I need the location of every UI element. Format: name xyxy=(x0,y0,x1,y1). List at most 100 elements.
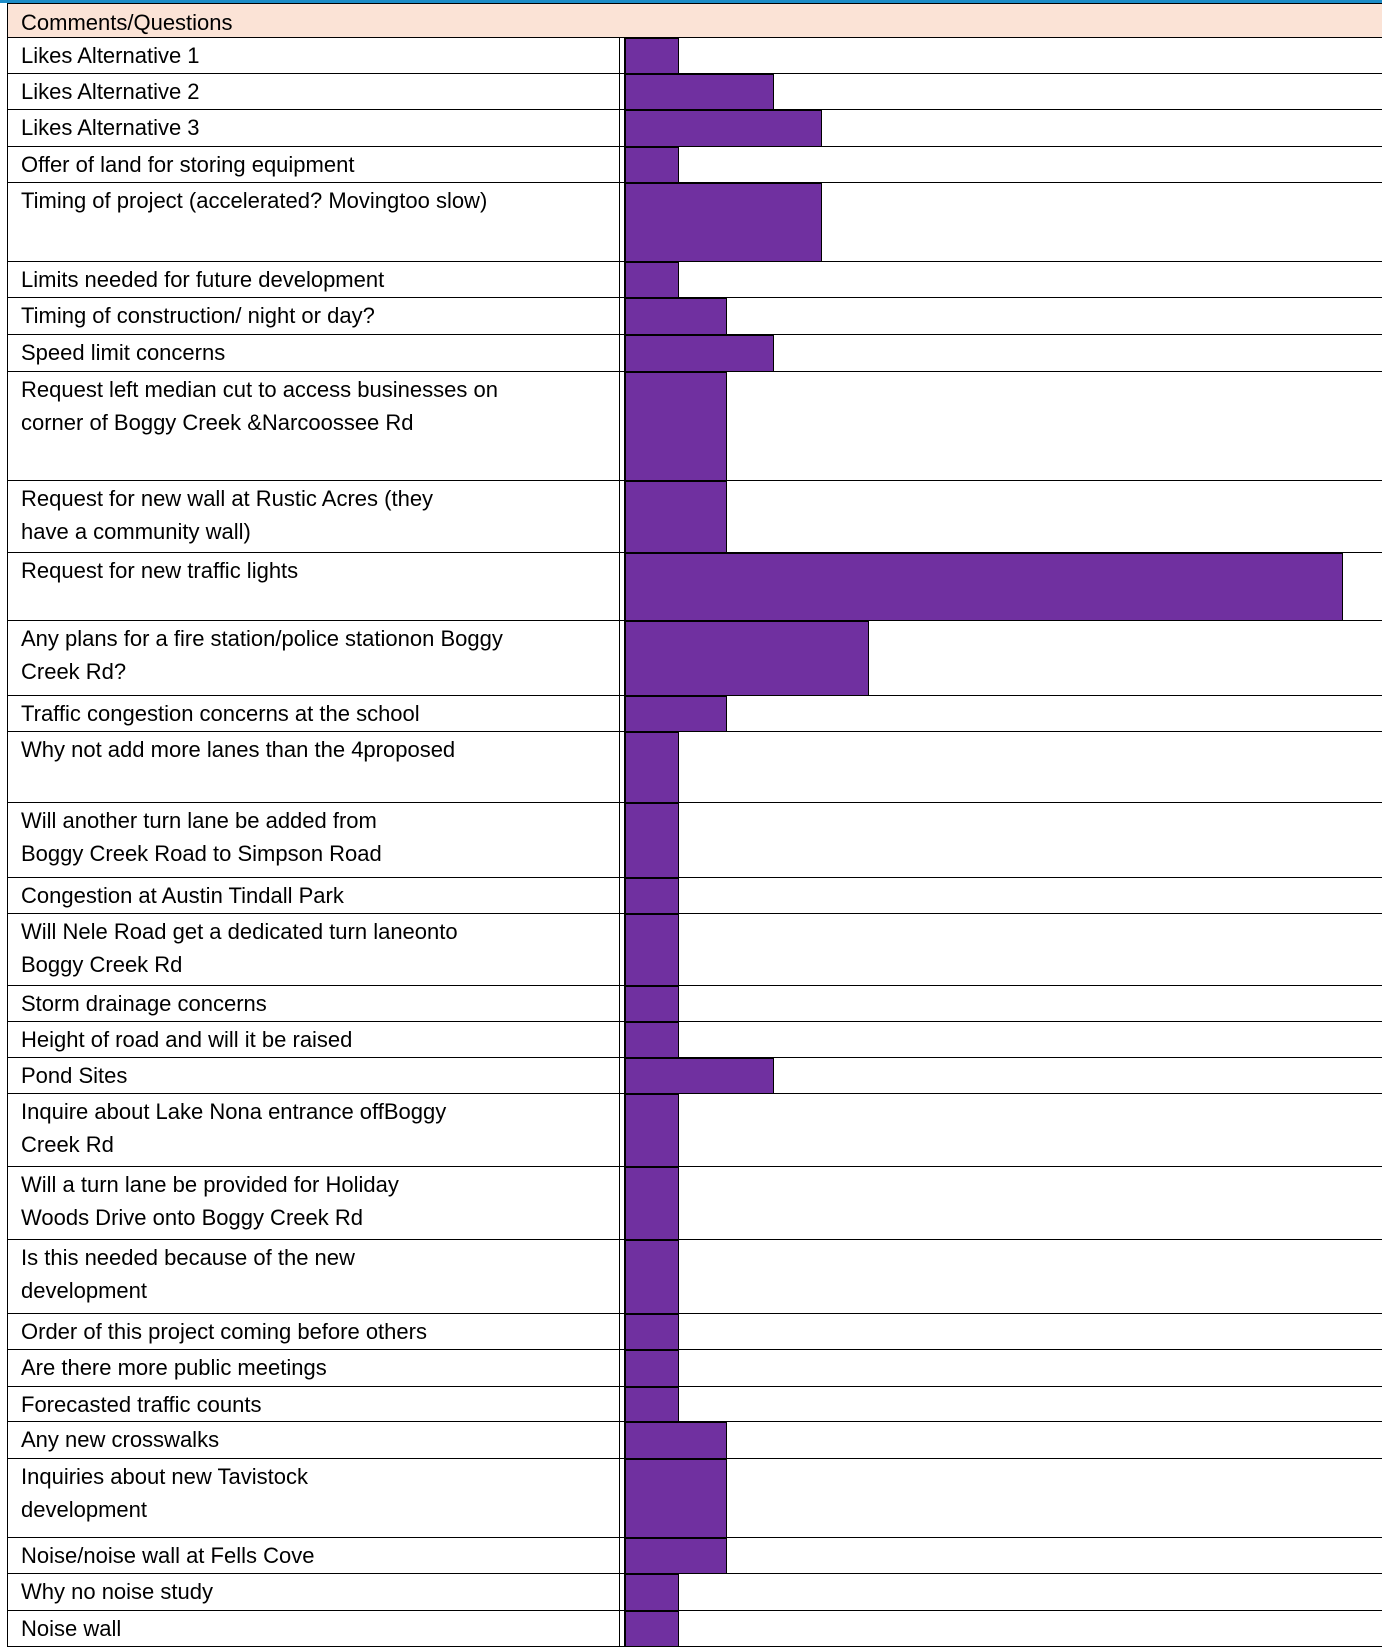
bar xyxy=(625,878,680,914)
column-separator xyxy=(624,1422,625,1459)
category-label: Will a turn lane be provided for Holiday… xyxy=(21,1172,399,1230)
table-row: Request left median cut to access busine… xyxy=(7,372,1382,481)
column-separator xyxy=(624,147,625,183)
bar xyxy=(625,110,822,147)
category-label: Likes Alternative 1 xyxy=(21,43,200,68)
bar xyxy=(625,147,680,183)
column-separator xyxy=(619,986,620,1022)
column-separator xyxy=(619,335,620,372)
row-divider xyxy=(8,1421,1382,1422)
column-separator xyxy=(624,183,625,262)
column-separator xyxy=(619,1094,620,1167)
bar xyxy=(625,553,1343,621)
bar xyxy=(625,335,775,372)
column-separator xyxy=(619,1314,620,1350)
column-separator xyxy=(619,553,620,621)
column-separator xyxy=(619,1167,620,1240)
category-label: Forecasted traffic counts xyxy=(21,1392,262,1417)
table-row: Why not add more lanes than the 4propose… xyxy=(7,732,1382,803)
row-divider xyxy=(8,877,1382,878)
column-separator xyxy=(619,298,620,335)
column-separator xyxy=(624,1350,625,1387)
column-separator xyxy=(624,621,625,696)
bar xyxy=(625,986,680,1022)
row-divider xyxy=(8,73,1382,74)
bar xyxy=(625,1240,680,1314)
category-label: Any plans for a fire station/police stat… xyxy=(21,626,503,684)
category-label: Request for new traffic lights xyxy=(21,558,299,583)
bar xyxy=(625,1574,680,1611)
row-divider xyxy=(8,1239,1382,1240)
row-divider xyxy=(8,182,1382,183)
column-separator xyxy=(624,1022,625,1058)
category-label: Will Nele Road get a dedicated turn lane… xyxy=(21,919,458,977)
column-separator xyxy=(619,1387,620,1422)
column-separator xyxy=(624,110,625,147)
column-separator xyxy=(624,38,625,74)
column-separator xyxy=(619,74,620,110)
table-row: Likes Alternative 1 xyxy=(7,38,1382,74)
column-separator xyxy=(619,1058,620,1094)
category-label: Are there more public meetings xyxy=(21,1355,327,1380)
category-label: Request left median cut to access busine… xyxy=(21,377,498,435)
column-separator xyxy=(619,696,620,732)
table-row: Congestion at Austin Tindall Park xyxy=(7,878,1382,914)
table-row: Noise/noise wall at Fells Cove xyxy=(7,1538,1382,1574)
row-divider xyxy=(8,802,1382,803)
table-row: Storm drainage concerns xyxy=(7,986,1382,1022)
table-row: Will Nele Road get a dedicated turn lane… xyxy=(7,914,1382,986)
column-separator xyxy=(619,1240,620,1314)
column-separator xyxy=(624,1387,625,1422)
column-separator xyxy=(624,74,625,110)
category-label: Timing of project (accelerated? Movingto… xyxy=(21,188,488,213)
column-separator xyxy=(624,986,625,1022)
category-label: Why not add more lanes than the 4propose… xyxy=(21,737,456,762)
category-label: Why no noise study xyxy=(21,1579,213,1604)
row-divider xyxy=(8,1313,1382,1314)
column-separator xyxy=(624,914,625,986)
bar xyxy=(625,372,727,481)
column-separator xyxy=(619,1538,620,1574)
column-separator xyxy=(624,1574,625,1611)
table-row: Forecasted traffic counts xyxy=(7,1387,1382,1422)
category-label: Will another turn lane be added from Bog… xyxy=(21,808,382,866)
category-label: Storm drainage concerns xyxy=(21,991,267,1016)
column-separator xyxy=(624,553,625,621)
bar xyxy=(625,732,680,803)
bar xyxy=(625,262,680,298)
column-separator xyxy=(624,1314,625,1350)
top-rule xyxy=(0,0,1382,3)
table-row: Height of road and will it be raised xyxy=(7,1022,1382,1058)
column-separator xyxy=(619,732,620,803)
category-label: Pond Sites xyxy=(21,1063,128,1088)
bar xyxy=(625,1314,680,1350)
table-row: Are there more public meetings xyxy=(7,1350,1382,1387)
category-label: Noise wall xyxy=(21,1616,122,1641)
category-label: Limits needed for future development xyxy=(21,267,385,292)
category-label: Height of road and will it be raised xyxy=(21,1027,353,1052)
column-separator xyxy=(624,262,625,298)
bar xyxy=(625,298,727,335)
bar xyxy=(625,1422,727,1459)
table-row: Is this needed because of the new develo… xyxy=(7,1240,1382,1314)
category-label: Request for new wall at Rustic Acres (th… xyxy=(21,486,434,544)
table-row: Why no noise study xyxy=(7,1574,1382,1611)
column-separator xyxy=(624,696,625,732)
column-separator xyxy=(624,1538,625,1574)
column-separator xyxy=(619,1611,620,1647)
column-separator xyxy=(619,38,620,74)
column-separator xyxy=(619,481,620,553)
column-separator xyxy=(619,1574,620,1611)
table-row: Order of this project coming before othe… xyxy=(7,1314,1382,1350)
bar xyxy=(625,914,680,986)
bar xyxy=(625,1387,680,1422)
category-label: Inquire about Lake Nona entrance offBogg… xyxy=(21,1099,447,1157)
table-row: Speed limit concerns xyxy=(7,335,1382,372)
table-row: Traffic congestion concerns at the schoo… xyxy=(7,696,1382,732)
bar xyxy=(625,1611,680,1647)
bar xyxy=(625,696,727,732)
column-separator xyxy=(619,1459,620,1538)
table-row: Offer of land for storing equipment xyxy=(7,147,1382,183)
table-row: Likes Alternative 2 xyxy=(7,74,1382,110)
column-separator xyxy=(624,1094,625,1167)
